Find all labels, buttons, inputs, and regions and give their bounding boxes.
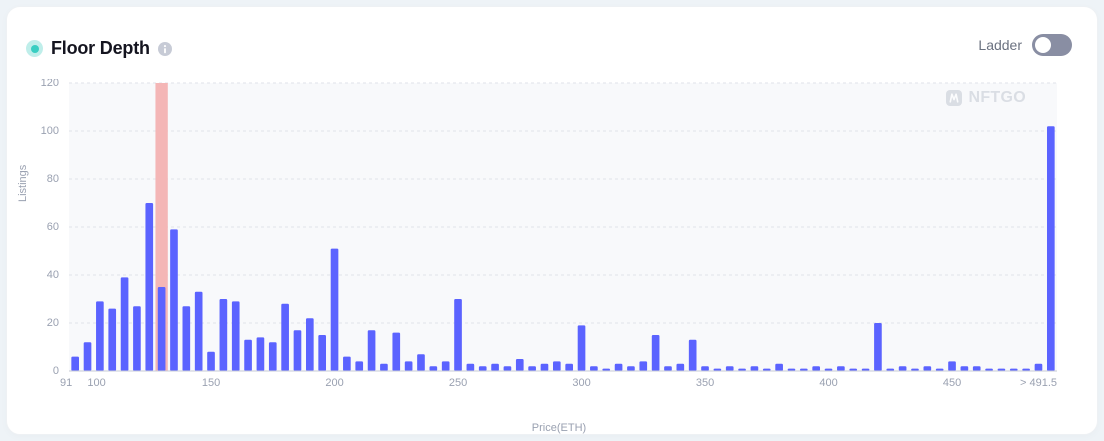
svg-text:80: 80	[47, 173, 59, 185]
svg-text:300: 300	[572, 377, 590, 389]
svg-text:100: 100	[87, 377, 105, 389]
svg-text:350: 350	[696, 377, 714, 389]
svg-text:200: 200	[325, 377, 343, 389]
svg-text:60: 60	[47, 221, 59, 233]
svg-text:> 491.5: > 491.5	[1020, 377, 1057, 389]
svg-text:150: 150	[202, 377, 220, 389]
svg-text:250: 250	[449, 377, 467, 389]
svg-text:20: 20	[47, 317, 59, 329]
svg-text:400: 400	[819, 377, 837, 389]
svg-text:450: 450	[943, 377, 961, 389]
svg-text:40: 40	[47, 269, 59, 281]
svg-text:0: 0	[53, 365, 59, 377]
svg-text:120: 120	[41, 79, 59, 89]
svg-text:91: 91	[60, 377, 72, 389]
svg-text:100: 100	[41, 125, 59, 137]
